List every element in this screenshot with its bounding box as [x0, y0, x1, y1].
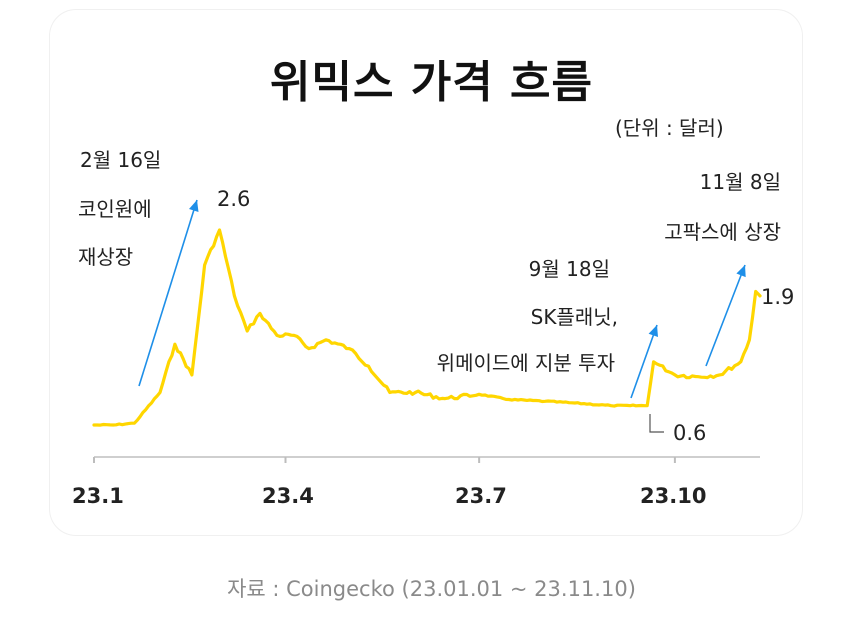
x-tick-label: 23.10 — [640, 484, 707, 508]
annotation-1-line-1: 2월 16일 — [80, 148, 162, 172]
annotation-2-line-3: 위메이드에 지분 투자 — [436, 351, 615, 375]
unit-label: (단위 : 달러) — [615, 116, 724, 140]
x-tick-label: 23.1 — [72, 484, 124, 508]
source-caption: 자료 : Coingecko (23.01.01 ~ 23.11.10) — [227, 577, 636, 601]
value-label-low: 0.6 — [673, 421, 707, 445]
annotation-2-line-2: SK플래닛, — [530, 305, 618, 329]
annotation-arrow-1 — [138, 199, 198, 387]
price-line — [92, 228, 762, 427]
chart-title: 위믹스 가격 흐름 — [270, 57, 593, 108]
value-label-peak: 2.6 — [217, 187, 251, 211]
annotation-2-line-1: 9월 18일 — [528, 257, 610, 281]
annotation-arrow-3 — [705, 264, 746, 367]
annotation-3-line-1: 11월 8일 — [699, 170, 781, 194]
x-tick-label: 23.7 — [455, 484, 507, 508]
value-label-leader — [649, 414, 664, 433]
x-tick-label: 23.4 — [262, 484, 314, 508]
annotation-arrow-3-head — [736, 265, 746, 278]
annotation-arrow-2 — [630, 324, 658, 399]
chart-card — [50, 10, 802, 535]
annotation-arrow-1-head — [189, 200, 199, 212]
annotation-3-line-2: 고팍스에 상장 — [664, 220, 781, 244]
annotation-1-line-2: 코인원에 — [78, 197, 152, 221]
value-label-latest: 1.9 — [761, 285, 795, 309]
annotation-1-line-3: 재상장 — [78, 245, 134, 269]
annotation-arrow-2-head — [648, 325, 658, 337]
